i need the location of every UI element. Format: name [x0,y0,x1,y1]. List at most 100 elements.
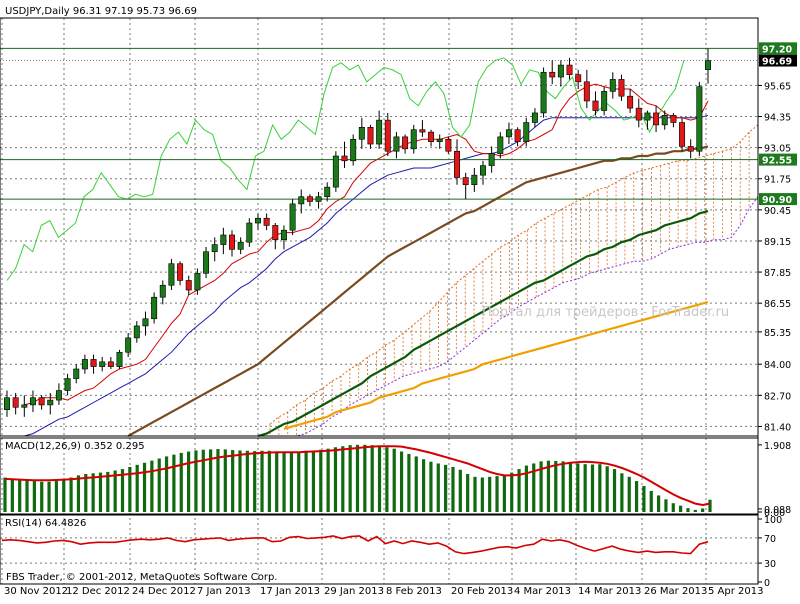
candle-body [306,196,313,202]
x-tick-label: 26 Mar 2013 [644,586,707,597]
candle-body [211,244,218,253]
candle-body [55,390,62,401]
macd-histogram-bar [106,471,110,512]
macd-histogram-bar [84,474,88,512]
candle-body [229,234,235,250]
candle-body [653,112,660,126]
macd-histogram-bar [25,480,29,512]
macd-histogram-bar [231,450,235,512]
macd-tick-label: 1.908 [764,441,791,452]
candle-body [670,115,677,123]
candle-body [237,241,244,250]
candle-body [540,71,547,114]
candle-body [549,71,556,78]
candle-body [21,404,28,408]
candle-body [531,112,538,123]
candle-body [107,361,114,367]
candle-body [220,234,227,245]
price-label-background [759,42,797,55]
macd-histogram-bar [517,469,521,512]
candle-body [410,129,417,150]
candle-body [116,351,123,367]
macd-histogram-bar [69,477,73,512]
macd-histogram-bar [223,449,227,512]
candle-body [151,296,158,320]
candle-body [505,129,512,138]
x-tick-label: 5 Apr 2013 [708,586,763,597]
candle-body [661,115,668,126]
price-label-text: 96.69 [762,57,792,68]
y-tick-label: 84.00 [764,360,791,371]
macd-histogram-bar [363,444,367,512]
macd-histogram-bar [91,473,95,512]
macd-histogram-bar [502,475,506,512]
macd-histogram-bar [355,444,360,512]
macd-histogram-bar [605,466,609,512]
candle-body [289,203,296,231]
candle-body [679,122,686,147]
senkou-span-b [270,196,759,437]
macd-histogram-bar [546,460,551,512]
macd-histogram-bar [701,508,705,512]
kijun-sen-line [24,114,709,437]
candle-body [601,91,608,111]
candle-body [38,397,45,406]
macd-histogram-bar [686,508,690,512]
macd-histogram-bar [267,450,271,512]
candle-body [687,146,694,152]
price-label-text: 92.55 [762,156,792,167]
macd-histogram-bar [598,464,602,512]
macd-histogram-bar [54,481,59,512]
candle-body [627,95,634,109]
macd-histogram-bar [260,450,264,512]
macd-histogram-bar [98,472,103,512]
candle-body [557,64,564,78]
macd-histogram-bar [157,458,161,512]
horizontal-level-lines[interactable] [0,47,758,200]
macd-histogram-bar [649,490,653,512]
macd-histogram-bar [10,478,14,512]
macd-histogram-bar [326,448,330,512]
candle-body [609,79,616,92]
macd-histogram-bar [385,447,389,512]
y-tick-label: 85.35 [764,328,791,339]
macd-histogram-bar [282,451,286,512]
candle-body [125,337,132,353]
macd-histogram-bar [480,477,484,512]
price-label-box: 92.55 [759,153,797,167]
macd-histogram-bar [399,451,404,512]
macd-histogram-bar [458,469,462,512]
macd-histogram-bar [436,463,440,512]
price-label-background [759,193,797,206]
senkou-span-a [269,124,759,425]
candle-body [350,138,357,162]
macd-histogram-bar [612,469,617,512]
candle-body [64,378,71,391]
macd-histogram-bar [76,475,81,512]
macd-histogram-bar [179,452,183,512]
x-tick-label: 29 Jan 2013 [324,586,384,597]
macd-histogram-bar [348,445,352,512]
candle-body [159,284,166,298]
candle-body [341,155,348,162]
macd-histogram-bar [47,481,51,512]
rsi-panel [0,535,758,564]
candle-body [419,129,426,133]
macd-histogram-bar [32,481,36,512]
macd-histogram-bar [429,461,433,512]
candle-body [454,150,461,178]
watermark: Портал для трейдеров - ForTrader.ru [482,305,729,320]
candle-body [324,186,331,197]
macd-histogram-bar [186,451,191,512]
grid-layer [0,18,758,584]
macd-histogram-bar [620,473,624,512]
candle-body [133,325,140,339]
x-tick-label: 17 Jan 2013 [260,586,320,597]
candle-body [480,165,486,176]
macd-histogram-bar [319,449,323,512]
rsi-tick-label: 70 [764,534,776,545]
x-tick-label: 12 Dec 2012 [66,586,130,597]
y-tick-label: 95.65 [764,81,791,92]
candle-body [298,196,305,205]
